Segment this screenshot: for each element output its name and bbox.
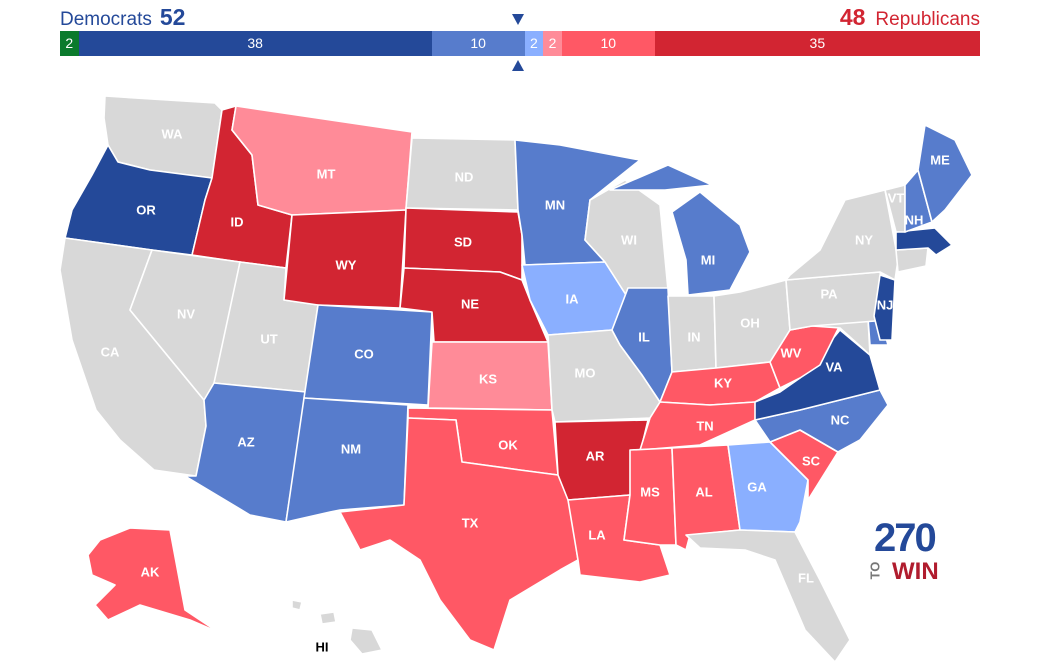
state-label-NH: NH [905,212,924,227]
state-MT[interactable] [231,105,413,216]
state-label-WA: WA [162,126,184,141]
state-label-IA: IA [566,291,580,306]
state-label-OR: OR [136,202,156,217]
state-MA[interactable] [895,227,953,256]
state-label-IN: IN [688,329,701,344]
state-label-TN: TN [696,418,713,433]
state-label-TX: TX [462,515,479,530]
majority-marker-bottom-icon [512,60,524,71]
bar-segment: 2 [60,31,79,56]
state-AK[interactable] [87,527,241,641]
logo-win: WIN [892,558,939,585]
state-label-WY: WY [336,257,357,272]
state-label-NM: NM [341,441,361,456]
state-WY[interactable] [283,209,407,309]
bar-segment: 2 [543,31,562,56]
state-label-VA: VA [825,359,843,374]
state-label-MN: MN [545,197,565,212]
state-label-CO: CO [354,346,374,361]
state-label-NJ: NJ [877,297,894,312]
state-NY[interactable] [785,189,899,281]
state-label-ID: ID [231,214,244,229]
republicans-label: Republicans [875,9,980,30]
state-label-MS: MS [640,484,660,499]
state-label-NE: NE [461,296,479,311]
state-label-WI: WI [621,232,637,247]
bar-segment: 10 [431,31,525,56]
state-label-IL: IL [638,329,650,344]
state-label-KS: KS [479,371,497,386]
state-TX[interactable] [339,417,579,651]
state-label-FL: FL [798,570,814,585]
state-label-SD: SD [454,234,472,249]
state-label-OH: OH [740,315,760,330]
state-label-HI: HI [316,639,329,654]
state-label-AZ: AZ [237,434,254,449]
republicans-total: 48 [839,4,866,30]
state-label-GA: GA [747,479,767,494]
state-label-OK: OK [498,437,518,452]
state-label-ND: ND [455,169,474,184]
bar-segment: 38 [78,31,432,56]
democrats-label: Democrats [60,9,152,30]
state-label-NY: NY [855,232,873,247]
democrats-total: 52 [159,4,186,30]
seat-balance-bar: 2 38 10 2 2 10 35 [60,31,980,56]
state-label-WV: WV [781,345,802,360]
state-label-NV: NV [177,306,195,321]
logo-to: TO [867,561,883,580]
state-CT[interactable] [895,247,929,273]
state-label-PA: PA [820,286,838,301]
state-label-MT: MT [317,166,336,181]
state-MI[interactable] [609,164,751,296]
bar-segment: 10 [561,31,655,56]
state-label-ME: ME [930,152,950,167]
state-label-NC: NC [831,412,850,427]
democrats-header: Democrats 52 [60,4,185,30]
270towin-logo[interactable]: 270 TO WIN [867,516,952,585]
state-label-UT: UT [260,331,277,346]
state-label-VT: VT [888,190,905,205]
bar-segment: 2 [524,31,544,56]
logo-number: 270 [874,516,937,560]
state-label-AK: AK [141,564,160,579]
state-label-AR: AR [586,448,605,463]
state-ME[interactable] [917,124,973,223]
majority-marker-top-icon [512,14,524,25]
state-label-MO: MO [575,365,596,380]
state-label-KY: KY [714,375,732,390]
bar-segment: 35 [654,31,980,56]
state-label-LA: LA [588,527,606,542]
republicans-header: 48 Republicans [840,4,980,30]
state-NM[interactable] [285,397,409,523]
state-label-AL: AL [695,484,712,499]
state-label-MI: MI [701,252,715,267]
state-HI[interactable] [291,599,383,655]
state-label-SC: SC [802,453,821,468]
state-FL[interactable] [685,529,851,663]
state-label-CA: CA [101,344,120,359]
